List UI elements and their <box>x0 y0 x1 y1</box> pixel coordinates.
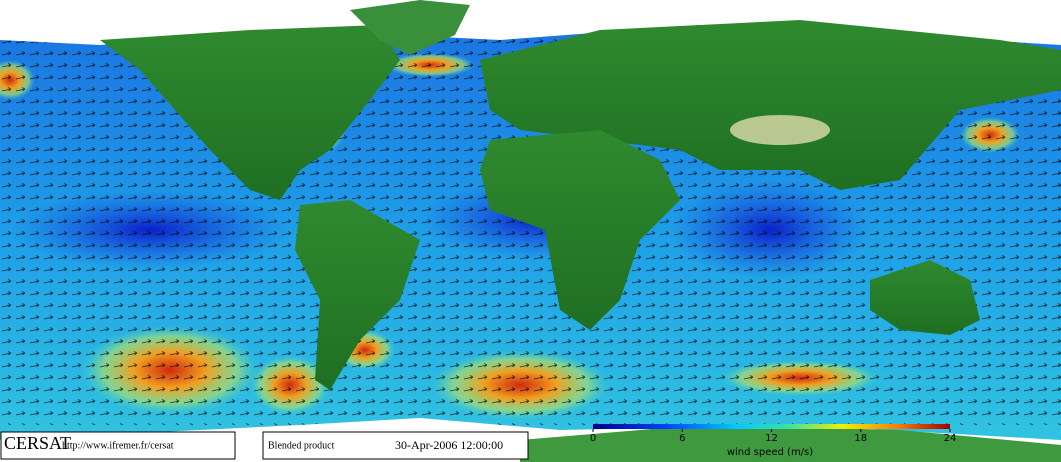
colorbar-tick-label: 24 <box>944 433 957 444</box>
product: Blended product <box>268 440 335 451</box>
colorbar-tick-label: 0 <box>590 433 596 444</box>
logo: CERSAT <box>4 433 71 453</box>
colorbar-tick-label: 18 <box>854 433 867 444</box>
colorbar <box>593 424 950 429</box>
colorbar-tick-label: 12 <box>765 433 778 444</box>
url: http://www.ifremer.fr/cersat <box>62 440 174 451</box>
date: 30-Apr-2006 12:00:00 <box>395 438 503 452</box>
info-box <box>262 431 529 460</box>
colorbar-label: wind speed (m/s) <box>727 447 813 458</box>
colorbar-tick-label: 6 <box>679 433 685 444</box>
logo-box <box>0 431 236 460</box>
